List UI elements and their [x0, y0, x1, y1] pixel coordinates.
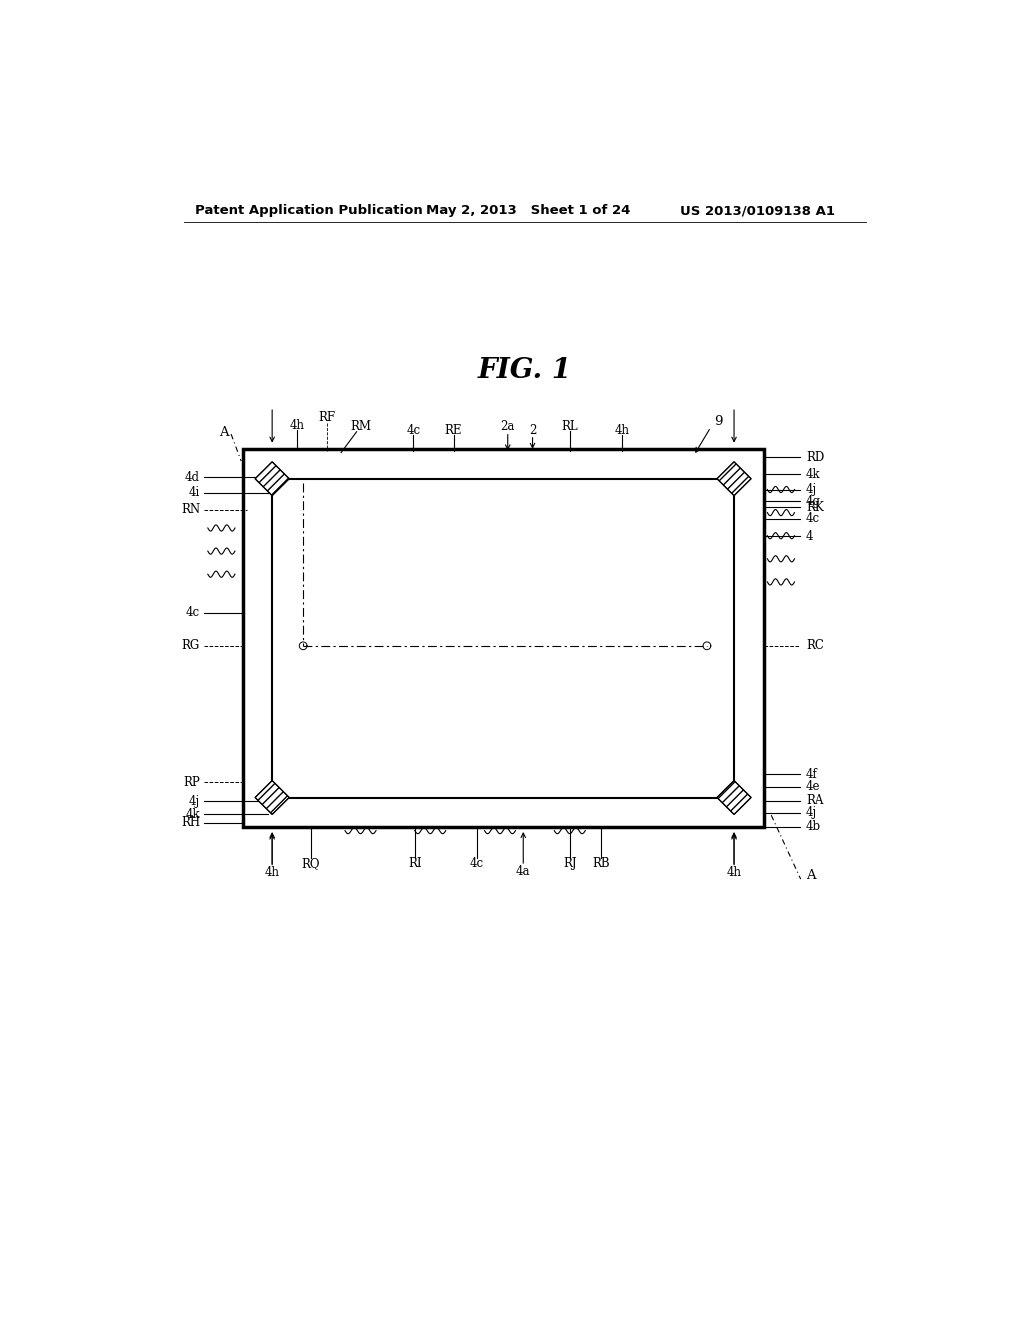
Polygon shape — [717, 780, 751, 814]
Text: 4k: 4k — [185, 808, 200, 821]
Text: 4j: 4j — [806, 807, 817, 820]
Text: RJ: RJ — [563, 857, 577, 870]
Polygon shape — [255, 780, 289, 814]
Text: US 2013/0109138 A1: US 2013/0109138 A1 — [680, 205, 835, 218]
Text: 4c: 4c — [470, 857, 483, 870]
Text: 4i: 4i — [188, 486, 200, 499]
Text: RH: RH — [181, 816, 200, 829]
Text: 4h: 4h — [290, 418, 304, 432]
Polygon shape — [717, 462, 751, 496]
Text: RM: RM — [350, 420, 371, 433]
Text: 2: 2 — [528, 424, 537, 437]
Text: RP: RP — [183, 776, 200, 788]
Text: 4j: 4j — [189, 795, 200, 808]
Text: RQ: RQ — [302, 857, 321, 870]
Text: 4c: 4c — [407, 424, 420, 437]
Text: 4d: 4d — [185, 471, 200, 483]
Text: 9: 9 — [715, 416, 723, 428]
Text: 4k: 4k — [806, 467, 821, 480]
Text: 4h: 4h — [615, 424, 630, 437]
Text: 4: 4 — [806, 529, 814, 543]
Text: 4j: 4j — [806, 483, 817, 496]
Text: Patent Application Publication: Patent Application Publication — [196, 205, 423, 218]
Text: RK: RK — [806, 500, 824, 513]
Text: RN: RN — [181, 503, 200, 516]
Text: 4h: 4h — [264, 866, 280, 879]
Text: 4c: 4c — [806, 512, 820, 525]
Text: RI: RI — [408, 857, 422, 870]
Text: FIG. 1: FIG. 1 — [478, 356, 571, 384]
Text: RE: RE — [444, 424, 462, 437]
Text: 4a: 4a — [516, 865, 530, 878]
Text: 2a: 2a — [501, 420, 515, 433]
Text: 4h: 4h — [727, 866, 741, 879]
Text: May 2, 2013   Sheet 1 of 24: May 2, 2013 Sheet 1 of 24 — [426, 205, 630, 218]
Text: A: A — [219, 426, 228, 440]
Text: RC: RC — [806, 639, 824, 652]
Text: RA: RA — [806, 795, 823, 807]
Text: RD: RD — [806, 450, 824, 463]
Text: 4e: 4e — [806, 780, 820, 793]
Text: RB: RB — [592, 857, 609, 870]
Text: RL: RL — [561, 420, 579, 433]
Text: 4g: 4g — [806, 495, 821, 508]
Text: RG: RG — [182, 639, 200, 652]
Text: 4f: 4f — [806, 768, 818, 781]
Polygon shape — [255, 462, 289, 496]
Text: 4b: 4b — [806, 820, 821, 833]
Text: 4c: 4c — [186, 606, 200, 619]
Text: A: A — [806, 869, 816, 882]
Text: RF: RF — [318, 411, 336, 424]
